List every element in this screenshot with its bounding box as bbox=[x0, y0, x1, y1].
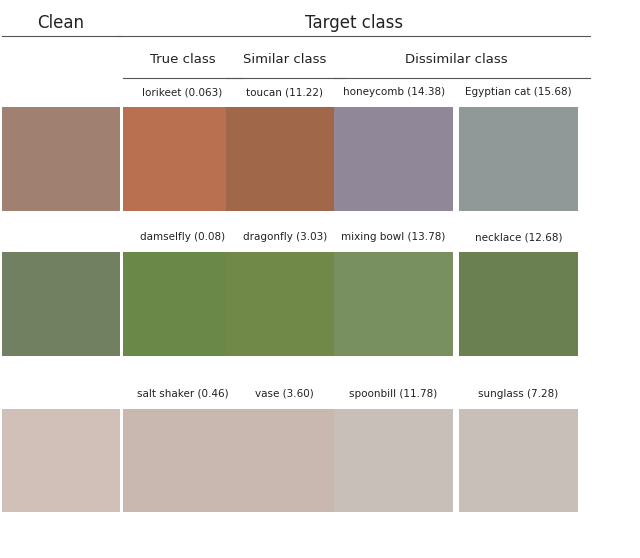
Text: salt shaker (0.46): salt shaker (0.46) bbox=[136, 389, 228, 398]
Text: Target class: Target class bbox=[305, 14, 403, 32]
Text: damselfly (0.08): damselfly (0.08) bbox=[140, 233, 225, 242]
Bar bbox=[334, 408, 453, 512]
Text: mixing bowl (13.78): mixing bowl (13.78) bbox=[341, 233, 446, 242]
Bar bbox=[460, 408, 578, 512]
Bar bbox=[460, 252, 578, 356]
Text: necklace (12.68): necklace (12.68) bbox=[475, 233, 562, 242]
Text: vase (3.60): vase (3.60) bbox=[255, 389, 314, 398]
Bar bbox=[123, 252, 241, 356]
Text: sunglass (7.28): sunglass (7.28) bbox=[478, 389, 559, 398]
Bar bbox=[334, 252, 453, 356]
Text: spoonbill (11.78): spoonbill (11.78) bbox=[349, 389, 438, 398]
Bar bbox=[334, 108, 453, 211]
Text: dragonfly (3.03): dragonfly (3.03) bbox=[243, 233, 327, 242]
Bar bbox=[226, 408, 344, 512]
Text: Egyptian cat (15.68): Egyptian cat (15.68) bbox=[465, 88, 572, 97]
Bar bbox=[123, 108, 241, 211]
Bar bbox=[2, 252, 120, 356]
Text: Clean: Clean bbox=[37, 14, 84, 32]
Text: Similar class: Similar class bbox=[243, 53, 326, 66]
Bar bbox=[226, 252, 344, 356]
Bar bbox=[2, 408, 120, 512]
Bar bbox=[460, 108, 578, 211]
Bar bbox=[2, 108, 120, 211]
Text: Dissimilar class: Dissimilar class bbox=[404, 53, 508, 66]
Text: toucan (11.22): toucan (11.22) bbox=[246, 88, 323, 97]
Bar bbox=[226, 108, 344, 211]
Bar bbox=[123, 408, 241, 512]
Text: lorikeet (0.063): lorikeet (0.063) bbox=[142, 88, 223, 97]
Text: honeycomb (14.38): honeycomb (14.38) bbox=[342, 88, 445, 97]
Text: True class: True class bbox=[150, 53, 215, 66]
